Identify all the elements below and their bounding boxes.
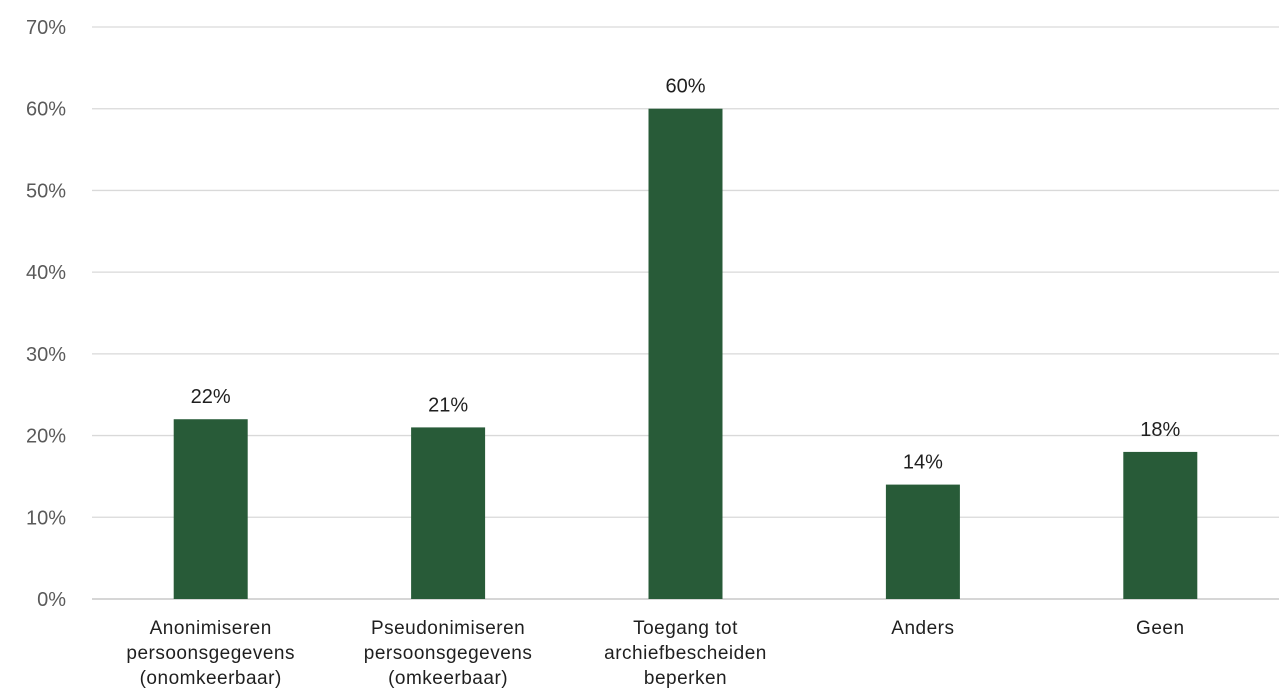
data-label: 18% [1140,419,1180,441]
bar [1123,451,1198,599]
data-label: 21% [428,394,468,416]
category-label-line: Anders [891,618,954,639]
category-label-line: (omkeerbaar) [388,668,508,689]
y-tick-label: 10% [26,507,66,529]
bars [173,108,1198,599]
category-label: Anders [891,618,954,639]
y-tick-label: 20% [26,426,66,448]
category-label: Pseudonimiseren persoonsgegevens (omkeerba… [364,618,533,689]
category-label: Anonimiseren persoonsgegevens (onomkeerbaa… [126,618,295,689]
category-label-line: beperken [644,668,727,689]
y-tick-label: 60% [26,99,66,121]
category-label-line: Geen [1136,618,1184,639]
category-label: Geen [1136,618,1184,639]
category-label-line: Anonimiseren [150,618,272,639]
category-label-line: persoonsgegevens [364,643,533,664]
data-label: 60% [665,76,705,98]
y-tick-label: 70% [26,17,66,39]
data-label: 22% [191,386,231,408]
x-axis-categories: Anonimiseren persoonsgegevens (onomkeerbaa… [126,618,1184,689]
category-label-line: (onomkeerbaar) [140,668,282,689]
bar [648,108,723,599]
y-tick-label: 40% [26,262,66,284]
y-tick-label: 0% [37,589,66,611]
bar [885,484,960,599]
bar [173,419,248,599]
y-tick-label: 30% [26,344,66,366]
bar [411,427,486,599]
y-tick-label: 50% [26,180,66,202]
category-label-line: Pseudonimiseren [371,618,525,639]
category-label-line: persoonsgegevens [126,643,295,664]
data-label: 14% [903,452,943,474]
category-label-line: Toegang tot [633,618,738,639]
category-label-line: archiefbescheiden [604,643,767,664]
category-label: Toegang tot archiefbescheiden beperken [604,618,767,689]
data-labels: 22% 21% 60% 14% 18% [191,76,1181,474]
y-axis-ticks: 0% 10% 20% 30% 40% 50% 60% 70% [26,17,66,611]
